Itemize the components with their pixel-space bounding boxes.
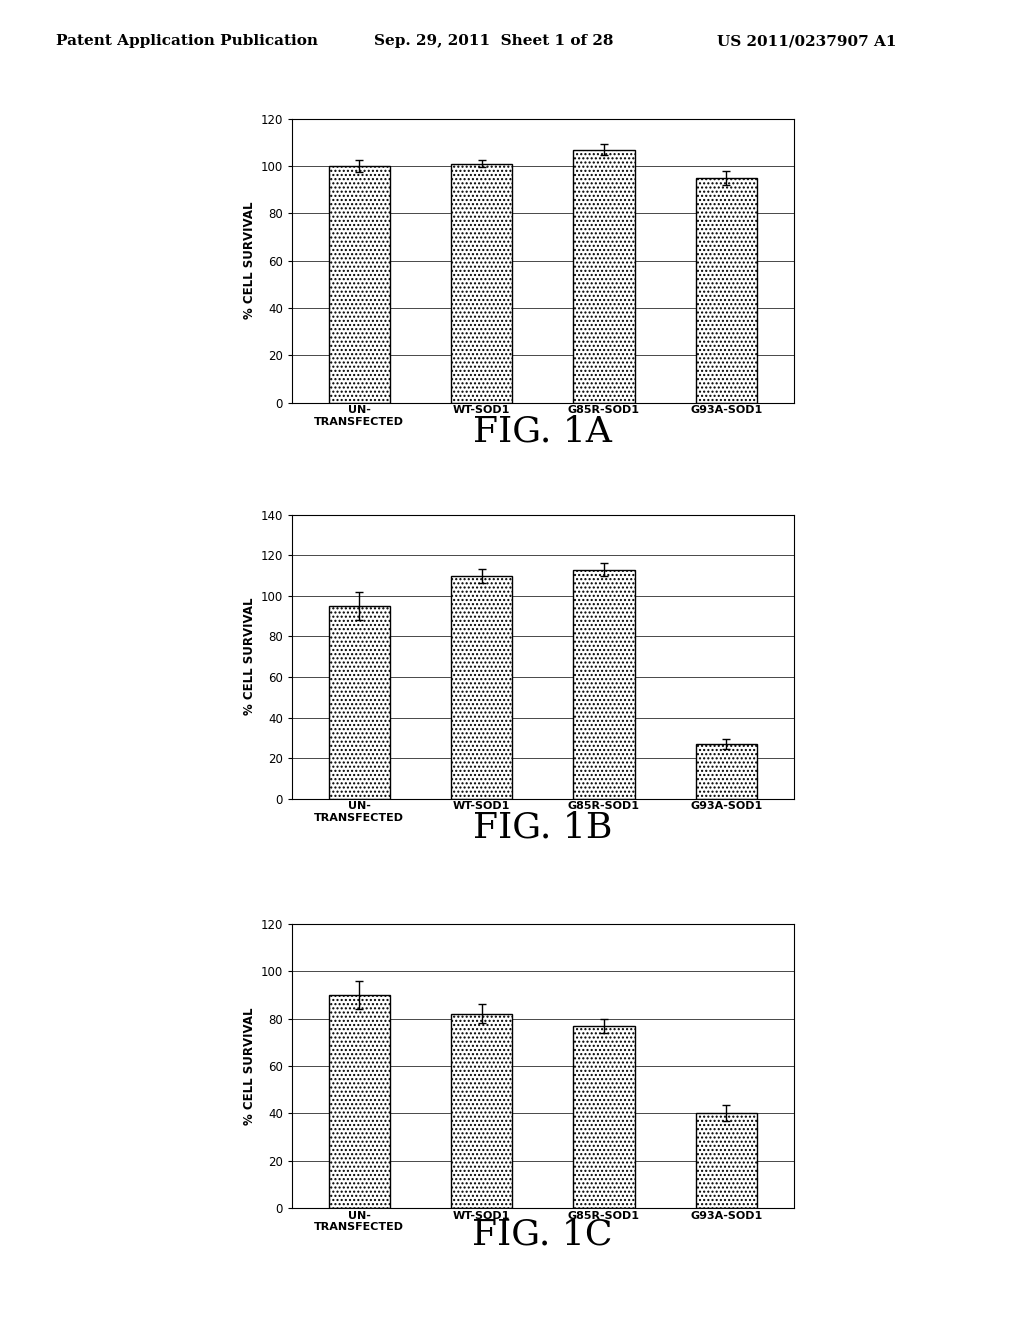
Bar (451, 164, 512, 403)
Bar (573, 149, 635, 403)
Y-axis label: % CELL SURVIVAL: % CELL SURVIVAL (244, 1007, 256, 1125)
Text: Sep. 29, 2011  Sheet 1 of 28: Sep. 29, 2011 Sheet 1 of 28 (374, 34, 613, 49)
Bar (695, 744, 757, 799)
Bar (451, 576, 512, 799)
Bar (573, 569, 635, 799)
Bar (329, 166, 390, 403)
Bar (695, 1113, 757, 1208)
Text: Patent Application Publication: Patent Application Publication (56, 34, 318, 49)
Text: FIG. 1A: FIG. 1A (473, 414, 612, 449)
Y-axis label: % CELL SURVIVAL: % CELL SURVIVAL (244, 598, 256, 715)
Text: FIG. 1B: FIG. 1B (473, 810, 612, 845)
Bar (329, 606, 390, 799)
Text: US 2011/0237907 A1: US 2011/0237907 A1 (717, 34, 896, 49)
Bar (695, 178, 757, 403)
Text: FIG. 1C: FIG. 1C (472, 1217, 613, 1251)
Bar (451, 1014, 512, 1208)
Y-axis label: % CELL SURVIVAL: % CELL SURVIVAL (244, 202, 256, 319)
Bar (329, 995, 390, 1208)
Bar (573, 1026, 635, 1208)
